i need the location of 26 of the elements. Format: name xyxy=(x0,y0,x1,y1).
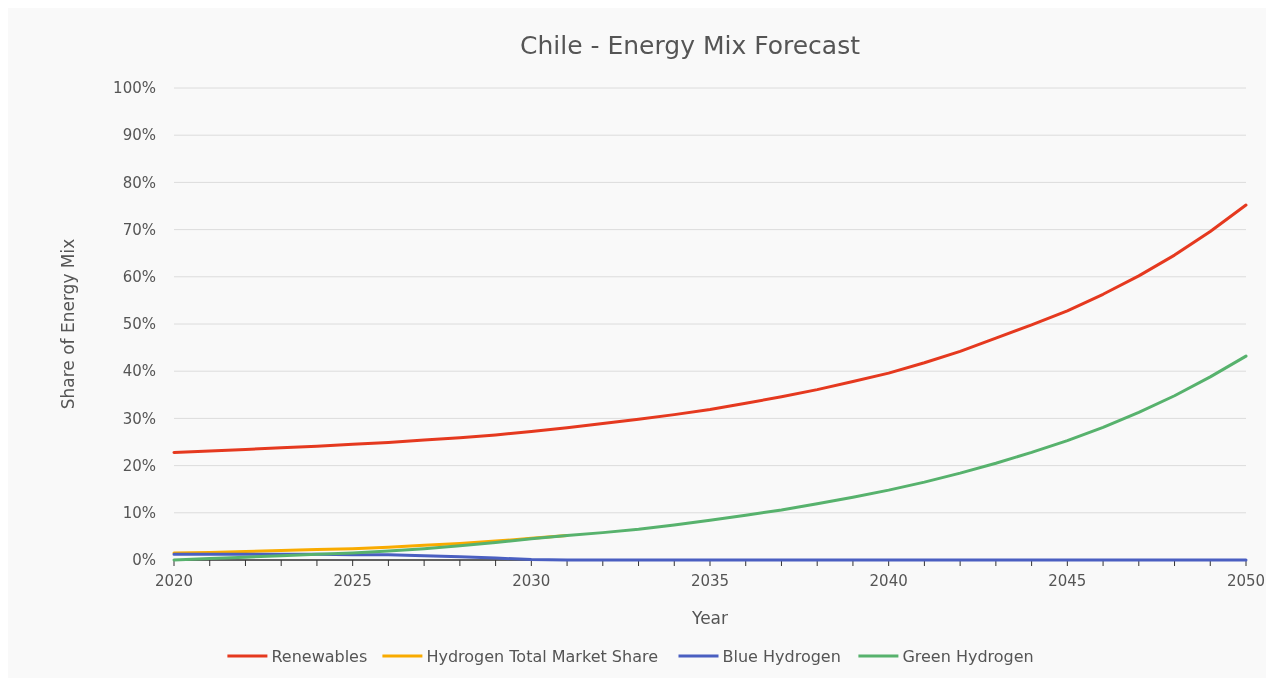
line-series xyxy=(172,203,1248,454)
x-tick-label: 2020 xyxy=(154,572,194,590)
legend-label: Renewables xyxy=(271,646,368,666)
y-tick-label: 20% xyxy=(122,456,156,475)
chart-title: Chile - Energy Mix Forecast xyxy=(519,31,861,60)
x-tick-label: 2040 xyxy=(869,572,908,590)
y-tick-label: 80% xyxy=(122,173,156,192)
y-tick-label: 50% xyxy=(122,315,156,334)
y-tick-label: 30% xyxy=(122,409,156,428)
y-tick-label: 60% xyxy=(122,268,156,287)
y-tick-label: 70% xyxy=(122,220,156,239)
legend-label: Hydrogen Total Market Share xyxy=(426,646,659,666)
y-tick-label: 100% xyxy=(113,79,156,98)
legend-label: Green Hydrogen xyxy=(902,646,1034,666)
y-axis-title: Share of Energy Mix xyxy=(58,238,78,410)
x-tick-label: 2050 xyxy=(1226,572,1266,590)
y-tick-label: 40% xyxy=(122,362,156,381)
x-tick-label: 2030 xyxy=(512,572,551,590)
x-axis-title: Year xyxy=(691,608,728,628)
x-tick-label: 2045 xyxy=(1048,572,1087,590)
y-tick-label: 10% xyxy=(122,504,156,523)
x-tick-label: 2035 xyxy=(690,572,730,590)
y-tick-label: 0% xyxy=(132,551,156,570)
legend-label: Blue Hydrogen xyxy=(722,646,841,666)
y-tick-label: 90% xyxy=(122,126,156,145)
x-tick-label: 2025 xyxy=(333,572,372,590)
